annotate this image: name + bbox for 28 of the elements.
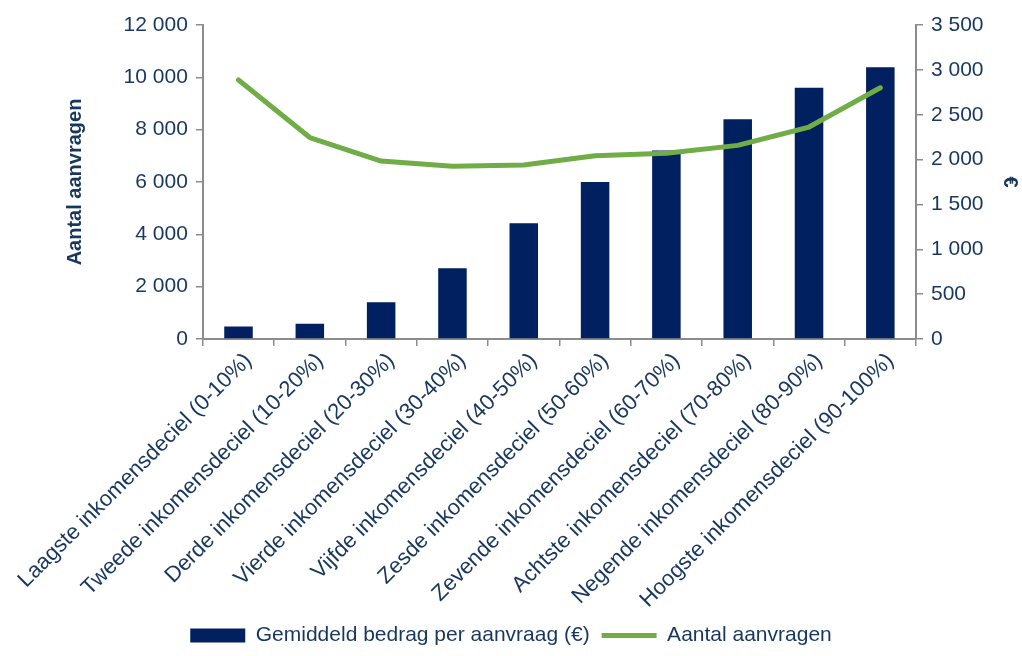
y2-tick-label: 500 — [931, 280, 967, 304]
legend-label: Aantal aanvragen — [667, 622, 832, 646]
y-tick-label: 0 — [176, 325, 188, 349]
y2-tick-label: 0 — [931, 325, 943, 349]
y-tick-label: 10 000 — [123, 64, 188, 88]
legend-label: Gemiddeld bedrag per aanvraag (€) — [255, 622, 590, 646]
y2-tick-label: 1 500 — [931, 191, 984, 215]
bar — [794, 87, 824, 339]
y2-tick-label: 3 000 — [931, 56, 984, 80]
bar — [366, 302, 396, 339]
y-tick-label: 8 000 — [135, 116, 188, 140]
bar — [866, 67, 895, 339]
y-tick-label: 2 000 — [135, 273, 188, 297]
bar — [295, 323, 325, 339]
y-tick-label: 4 000 — [135, 221, 188, 245]
bar — [580, 182, 610, 339]
y-axis-title: Aantal aanvragen — [63, 98, 86, 266]
y-tick-label: 6 000 — [135, 168, 188, 192]
bar — [723, 119, 752, 339]
y2-tick-label: 3 500 — [931, 11, 984, 35]
y-tick-label: 12 000 — [123, 11, 188, 35]
bar — [224, 326, 253, 339]
bar — [438, 268, 467, 339]
bar — [509, 223, 539, 339]
y2-axis-title: € — [1000, 176, 1022, 188]
y2-tick-label: 1 000 — [931, 236, 984, 260]
y2-tick-label: 2 500 — [931, 101, 984, 125]
y2-tick-label: 2 000 — [931, 146, 984, 170]
